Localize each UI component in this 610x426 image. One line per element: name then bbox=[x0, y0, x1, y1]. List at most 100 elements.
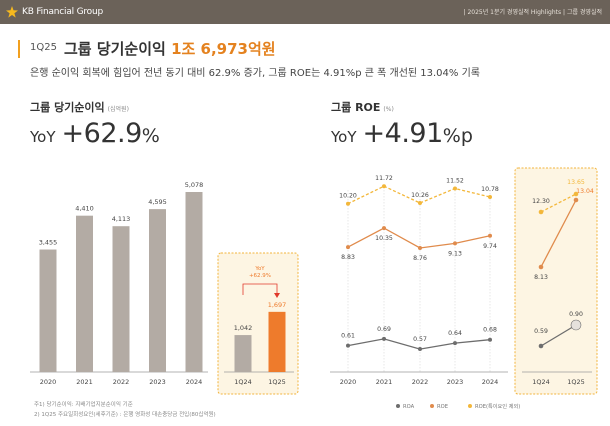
annual-tick-2020: 2020 bbox=[40, 378, 57, 386]
roa-label-2020: 0.61 bbox=[341, 333, 355, 340]
q-roa-point-1Q25 bbox=[570, 319, 582, 331]
annual-bar-label-2022: 4,113 bbox=[112, 215, 131, 223]
roa-label-2022: 0.57 bbox=[413, 336, 427, 343]
roe-tick-2024: 2024 bbox=[482, 378, 499, 386]
roe-adj-label-2020: 10.20 bbox=[339, 193, 357, 200]
annual-bar-label-2023: 4,595 bbox=[148, 198, 167, 206]
roa-label-2021: 0.69 bbox=[377, 326, 391, 333]
legend-dot-roe bbox=[430, 404, 434, 408]
yoy-annotation-value: +62.9% bbox=[249, 273, 271, 279]
roe-adj-label-2024: 10.78 bbox=[481, 186, 499, 193]
quarter-tick-1Q24: 1Q24 bbox=[234, 378, 252, 386]
roa-point-2022 bbox=[418, 347, 422, 352]
roe-yoy-value: +4.91 bbox=[362, 118, 444, 149]
roa-label-2023: 0.64 bbox=[448, 330, 462, 337]
annual-bar-2020 bbox=[39, 249, 57, 372]
q-roe-point-1Q24 bbox=[538, 264, 544, 270]
q-roa-line bbox=[540, 324, 577, 347]
roa-point-2024 bbox=[488, 337, 492, 342]
footnote-1: 주1) 당기순이익: 지배기업지분순이익 기준 bbox=[34, 402, 133, 408]
roa-label-2024: 0.68 bbox=[483, 327, 497, 334]
roe-label-2023: 9.13 bbox=[448, 250, 462, 257]
q-roa-point-1Q24 bbox=[538, 343, 544, 349]
roe-tick-2023: 2023 bbox=[447, 378, 464, 386]
title-value: 1조 6,973억원 bbox=[171, 40, 276, 58]
roe-tick-2021: 2021 bbox=[376, 378, 393, 386]
legend-dot-roe-adj bbox=[468, 404, 472, 408]
q-roe-adj-label-1Q24: 12.30 bbox=[532, 198, 550, 205]
top-bar: KB Financial Group | 2025년 1분기 경영실적 High… bbox=[0, 0, 610, 24]
roa-point-2020 bbox=[346, 343, 350, 348]
legend-dot-roa bbox=[396, 404, 400, 408]
annual-tick-2023: 2023 bbox=[149, 378, 166, 386]
brand-name: KB Financial Group bbox=[22, 7, 104, 17]
quarter-bar-1Q25 bbox=[268, 311, 286, 372]
kb-star-icon bbox=[6, 6, 18, 18]
roe-adj-point-2023 bbox=[453, 186, 457, 191]
quarter-bar-label-1Q25: 1,697 bbox=[268, 301, 287, 309]
roa-point-2021 bbox=[382, 336, 386, 341]
roe-adj-label-2021: 11.72 bbox=[375, 175, 393, 182]
quarter-bar-1Q24 bbox=[234, 335, 252, 372]
roe-adj-point-2024 bbox=[488, 195, 492, 200]
roe-adj-point-2020 bbox=[346, 201, 350, 206]
page-subtitle: 은행 순이익 회복에 힘입어 전년 동기 대비 62.9% 증가, 그룹 ROE… bbox=[30, 68, 480, 79]
annual-bar-label-2020: 3,455 bbox=[39, 239, 58, 247]
yoy-arrow-line bbox=[242, 283, 278, 295]
yoy-arrow-head bbox=[274, 293, 280, 298]
roe-label-2022: 8.76 bbox=[413, 255, 427, 262]
roe-adj-line bbox=[347, 185, 491, 205]
roe-label-2020: 8.83 bbox=[341, 254, 355, 261]
page-title: 그룹 당기순이익 1조 6,973억원 bbox=[64, 38, 276, 59]
annual-bar-2023 bbox=[149, 209, 166, 372]
roe-yoy: YoY +4.91%p bbox=[331, 118, 473, 149]
roe-label-2024: 9.74 bbox=[483, 243, 497, 250]
roe-adj-label-2022: 10.26 bbox=[411, 192, 429, 199]
net-income-title: 그룹 당기순이익 bbox=[30, 101, 105, 114]
roe-adj-point-2021 bbox=[382, 184, 386, 189]
breadcrumb: | 2025년 1분기 경영실적 Highlights | 그룹 경영실적 bbox=[463, 9, 602, 16]
annual-tick-2022: 2022 bbox=[113, 378, 130, 386]
q-roe-adj-line bbox=[540, 193, 577, 213]
roe-tick-2020: 2020 bbox=[340, 378, 357, 386]
annual-tick-2024: 2024 bbox=[186, 378, 203, 386]
period-label: 1Q25 bbox=[30, 42, 57, 53]
annual-bar-label-2021: 4,410 bbox=[75, 205, 94, 213]
q-roa-label-1Q24: 0.59 bbox=[534, 328, 548, 335]
q-roe-label-1Q24: 8.13 bbox=[534, 274, 548, 281]
quarter-tick-1Q25: 1Q25 bbox=[268, 378, 286, 386]
annual-bar-2021 bbox=[76, 215, 93, 372]
roe-quarter-highlight-box bbox=[514, 167, 598, 395]
q-roe-label-1Q25: 13.04 bbox=[576, 188, 594, 195]
footnote-2: 2) 1Q25 주요일회성요인(세후기준) : 은행 영화성 대손충당금 전입(… bbox=[34, 412, 216, 418]
roe-title: 그룹 ROE bbox=[331, 101, 381, 114]
q-roe-tick-1Q24: 1Q24 bbox=[532, 378, 550, 386]
roe-adj-point-2022 bbox=[418, 201, 422, 205]
title-prefix: 그룹 당기순이익 bbox=[64, 40, 166, 58]
q-roe-line bbox=[540, 199, 577, 268]
q-roe-tick-1Q25: 1Q25 bbox=[567, 378, 585, 386]
roe-unit: (%) bbox=[383, 106, 394, 113]
roe-label-2021: 10.35 bbox=[375, 235, 393, 242]
roe-section-title: 그룹 ROE (%) bbox=[331, 99, 394, 115]
quarter-bar-label-1Q24: 1,042 bbox=[234, 324, 253, 332]
yoy-annotation-label: YoY bbox=[254, 266, 265, 272]
annual-bar-2022 bbox=[112, 226, 130, 372]
roa-point-2023 bbox=[453, 341, 457, 346]
legend-label-roe: ROE bbox=[437, 404, 448, 410]
roe-point-2024 bbox=[488, 233, 492, 238]
net-income-unit: (십억원) bbox=[107, 106, 129, 113]
title-accent-bar bbox=[18, 40, 20, 58]
roe-adj-label-2023: 11.52 bbox=[446, 178, 464, 185]
yoy-prefix: YoY bbox=[30, 128, 56, 146]
annual-tick-2021: 2021 bbox=[76, 378, 93, 386]
roe-point-2021 bbox=[382, 226, 386, 231]
legend-label-roa: ROA bbox=[403, 404, 415, 410]
roe-line bbox=[347, 227, 491, 249]
roe-tick-2022: 2022 bbox=[412, 378, 429, 386]
brand-logo[interactable]: KB Financial Group bbox=[6, 5, 103, 19]
q-roe-adj-point-1Q25 bbox=[573, 191, 579, 197]
net-income-yoy: YoY +62.9% bbox=[30, 118, 160, 149]
roe-point-2023 bbox=[453, 241, 457, 246]
